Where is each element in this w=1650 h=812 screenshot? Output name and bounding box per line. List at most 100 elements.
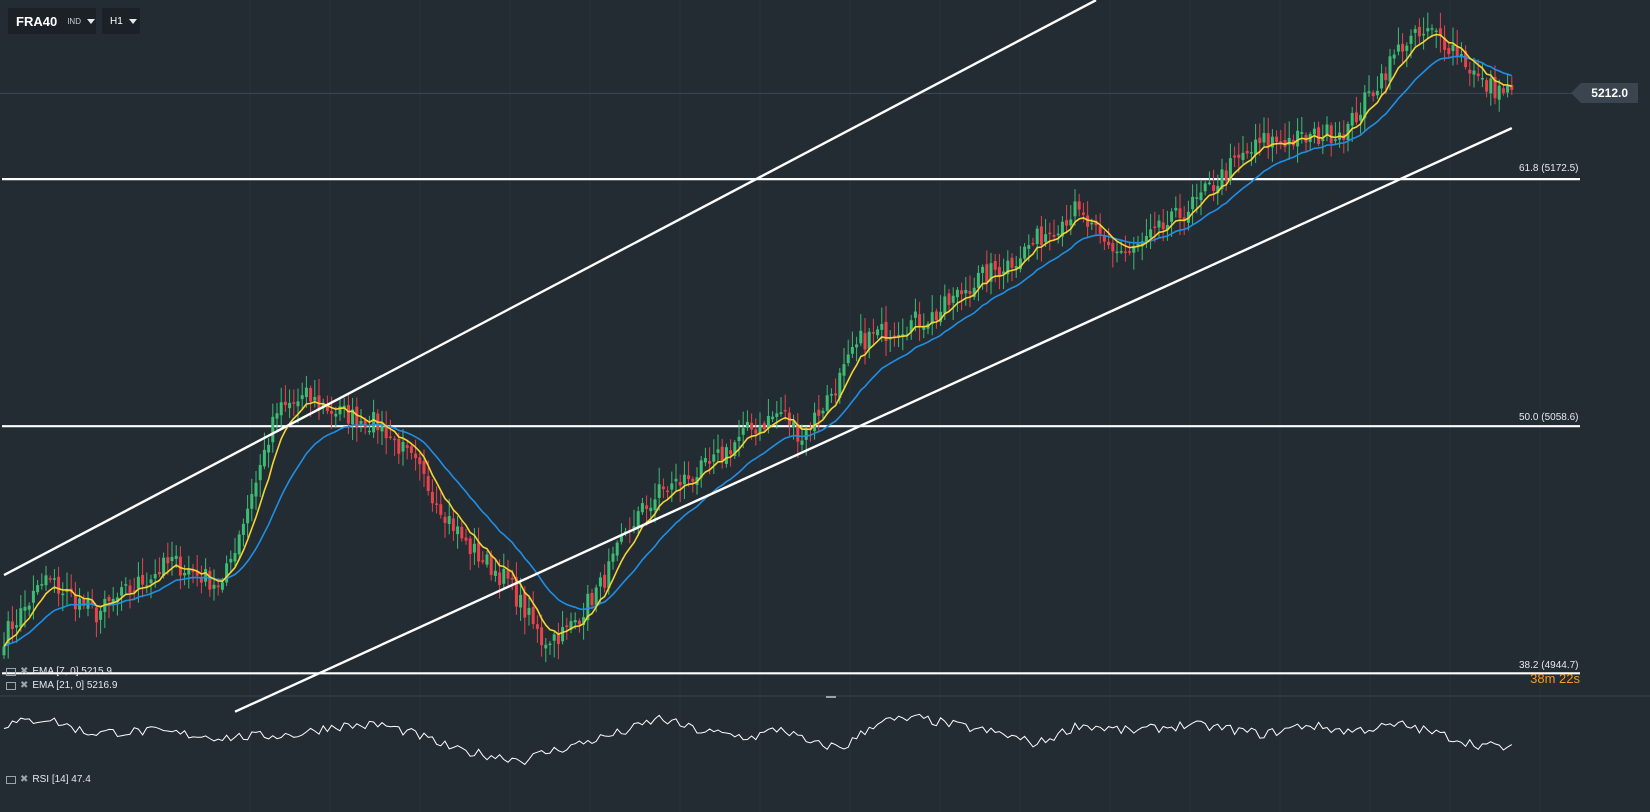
bull-candle bbox=[124, 584, 128, 586]
remove-icon[interactable]: ✖ bbox=[20, 774, 29, 785]
bull-candle bbox=[162, 557, 166, 577]
bull-candle bbox=[99, 610, 103, 620]
bear-candle bbox=[556, 633, 560, 645]
bear-candle bbox=[1258, 137, 1262, 144]
bull-candle bbox=[1216, 185, 1220, 194]
settings-icon[interactable] bbox=[6, 667, 16, 676]
bull-candle bbox=[36, 585, 40, 593]
settings-icon[interactable] bbox=[6, 681, 16, 690]
bear-candle bbox=[666, 490, 670, 493]
bull-candle bbox=[1333, 139, 1337, 141]
bull-candle bbox=[619, 535, 623, 542]
bull-candle bbox=[313, 396, 317, 401]
ema-fast-legend[interactable]: ✖ EMA [7, 0] 5215.9 bbox=[6, 666, 112, 677]
bull-candle bbox=[19, 608, 23, 628]
bull-candle bbox=[1035, 228, 1039, 244]
bear-candle bbox=[393, 438, 397, 441]
bull-candle bbox=[1296, 130, 1300, 147]
bull-candle bbox=[1426, 28, 1430, 32]
rsi-legend[interactable]: ✖ RSI [14] 47.4 bbox=[6, 774, 91, 785]
bear-candle bbox=[1102, 234, 1106, 242]
bull-candle bbox=[582, 617, 586, 626]
bull-candle bbox=[1375, 90, 1379, 96]
bull-candle bbox=[1321, 138, 1325, 142]
bear-candle bbox=[132, 590, 136, 592]
bear-candle bbox=[1048, 232, 1052, 235]
bull-candle bbox=[615, 542, 619, 556]
symbol-type: IND bbox=[67, 16, 81, 26]
bull-candle bbox=[724, 447, 728, 464]
bull-candle bbox=[1018, 258, 1022, 270]
bull-candle bbox=[876, 329, 880, 336]
bear-candle bbox=[498, 572, 502, 585]
bull-candle bbox=[972, 287, 976, 298]
bear-candle bbox=[750, 422, 754, 430]
bear-candle bbox=[94, 607, 98, 623]
ema-slow-legend[interactable]: ✖ EMA [21, 0] 5216.9 bbox=[6, 680, 117, 691]
bull-candle bbox=[766, 416, 770, 429]
bull-candle bbox=[779, 412, 783, 414]
bear-candle bbox=[661, 486, 665, 490]
bear-candle bbox=[430, 491, 434, 504]
settings-icon[interactable] bbox=[6, 775, 16, 784]
rsi-line bbox=[3, 713, 1513, 766]
bear-candle bbox=[1233, 155, 1237, 158]
bear-candle bbox=[1283, 139, 1287, 147]
bear-candle bbox=[191, 569, 195, 572]
bull-candle bbox=[225, 563, 229, 583]
bull-candle bbox=[976, 272, 980, 288]
bear-candle bbox=[1031, 242, 1035, 245]
bear-candle bbox=[993, 261, 997, 270]
bull-candle bbox=[682, 474, 686, 485]
timeframe-label: H1 bbox=[110, 15, 123, 27]
bear-candle bbox=[216, 585, 220, 588]
chart-toolbar: FRA40 IND H1 bbox=[8, 8, 140, 34]
bull-candle bbox=[880, 323, 884, 330]
bear-candle bbox=[208, 570, 212, 590]
bear-candle bbox=[1153, 226, 1157, 229]
bear-candle bbox=[863, 333, 867, 350]
bull-candle bbox=[1367, 91, 1371, 93]
bull-candle bbox=[372, 412, 376, 433]
timeframe-selector[interactable]: H1 bbox=[102, 8, 140, 34]
chevron-down-icon bbox=[86, 18, 95, 24]
bull-candle bbox=[1191, 196, 1195, 210]
bear-candle bbox=[1098, 225, 1102, 234]
bull-candle bbox=[1451, 44, 1455, 52]
bull-candle bbox=[1388, 56, 1392, 82]
bear-candle bbox=[309, 387, 313, 402]
bull-candle bbox=[1203, 183, 1207, 192]
pane-resize-handle[interactable] bbox=[826, 696, 836, 698]
bull-candle bbox=[456, 526, 460, 535]
bull-candle bbox=[1270, 136, 1274, 148]
bear-candle bbox=[817, 409, 821, 416]
bull-candle bbox=[569, 621, 573, 630]
bull-candle bbox=[271, 416, 275, 443]
bear-candle bbox=[1371, 92, 1375, 97]
bull-candle bbox=[334, 413, 338, 417]
bear-candle bbox=[1010, 257, 1014, 268]
bull-candle bbox=[561, 627, 565, 642]
symbol-selector[interactable]: FRA40 IND bbox=[8, 8, 96, 34]
bear-candle bbox=[1329, 125, 1333, 144]
bull-candle bbox=[909, 320, 913, 333]
bull-candle bbox=[855, 344, 859, 348]
bull-candle bbox=[1165, 224, 1169, 231]
remove-icon[interactable]: ✖ bbox=[20, 666, 29, 677]
bull-candle bbox=[813, 412, 817, 432]
bear-candle bbox=[157, 572, 161, 575]
bear-candle bbox=[729, 450, 733, 455]
bull-candle bbox=[351, 409, 355, 425]
bull-candle bbox=[1132, 245, 1136, 253]
bull-candle bbox=[1434, 30, 1438, 33]
bull-candle bbox=[1472, 70, 1476, 75]
bull-candle bbox=[1300, 132, 1304, 134]
bear-candle bbox=[195, 571, 199, 576]
bear-candle bbox=[960, 290, 964, 295]
bear-candle bbox=[481, 560, 485, 563]
candle-countdown: 38m 22s bbox=[1530, 671, 1580, 686]
remove-icon[interactable]: ✖ bbox=[20, 680, 29, 691]
bull-candle bbox=[1409, 35, 1413, 44]
bear-candle bbox=[1447, 48, 1451, 55]
